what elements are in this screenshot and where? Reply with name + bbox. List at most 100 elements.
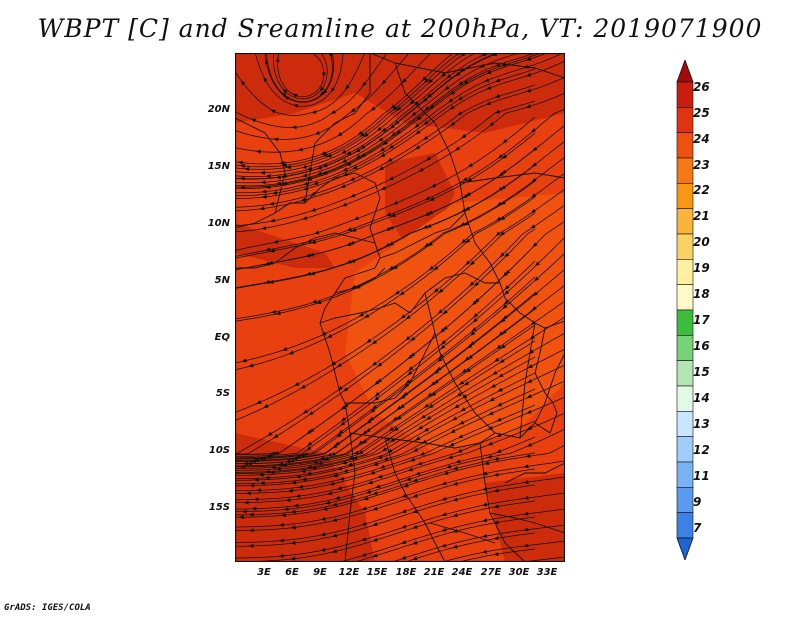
streamline-arrow: [526, 442, 533, 447]
colorbar-segment: [676, 309, 694, 336]
streamline-arrow: [416, 115, 422, 121]
streamline-arrow: [343, 403, 349, 408]
streamline-arrow: [372, 506, 378, 511]
streamline-arrow: [422, 97, 428, 103]
streamline-arrow: [501, 329, 507, 335]
lat-tick-label: 15N: [207, 161, 230, 172]
streamline-arrow: [267, 260, 273, 265]
streamline-arrow: [249, 483, 255, 488]
streamline-arrow: [306, 465, 312, 470]
streamline-arrow: [265, 185, 271, 190]
streamline-arrow: [376, 126, 382, 132]
streamline-arrow: [323, 456, 329, 461]
streamline-arrow: [349, 240, 355, 245]
streamline-arrow: [505, 269, 511, 275]
streamline-arrow: [243, 461, 249, 466]
streamline-arrow: [350, 258, 356, 263]
streamline-arrow: [531, 177, 537, 183]
streamline-arrow: [364, 313, 370, 319]
streamline-arrow: [437, 309, 443, 314]
streamline-arrow: [253, 477, 259, 482]
streamline-arrow: [380, 186, 386, 190]
streamline-arrow: [442, 309, 448, 315]
streamline-arrow: [258, 472, 264, 477]
streamline-arrow: [396, 405, 402, 411]
streamline-arrow: [498, 171, 504, 177]
streamline-arrow: [412, 540, 418, 545]
colorbar-segment: [676, 512, 694, 539]
streamline-arrow: [401, 540, 407, 544]
streamline-arrow: [388, 426, 395, 432]
chart-title: WBPT [C] and Sreamline at 200hPa, VT: 20…: [37, 14, 763, 43]
streamline-arrow: [362, 430, 368, 435]
streamline-arrow: [452, 497, 458, 502]
lat-tick-label: EQ: [214, 332, 230, 343]
streamline-arrow: [500, 344, 506, 349]
streamline-arrow: [429, 104, 435, 109]
streamline-arrow: [400, 555, 407, 560]
streamline-arrow: [312, 460, 318, 465]
streamline: [235, 53, 476, 174]
streamline-arrow: [381, 447, 388, 452]
streamline-arrow: [287, 488, 293, 493]
streamline-arrow: [400, 314, 406, 319]
streamline: [337, 508, 565, 562]
streamline-arrow: [494, 94, 501, 98]
streamline-arrow: [426, 223, 432, 228]
streamline-arrow: [319, 456, 325, 461]
streamline-arrow: [523, 511, 529, 516]
streamline-arrow: [452, 481, 458, 486]
streamline-arrow: [392, 416, 398, 421]
streamline-arrow: [426, 93, 432, 99]
streamline-arrow: [380, 152, 386, 158]
streamline-arrow: [361, 439, 368, 444]
streamline-arrow: [290, 556, 296, 561]
streamline-arrow: [405, 335, 411, 341]
streamline: [235, 500, 536, 562]
streamline-arrow: [500, 185, 507, 190]
streamline-arrow: [377, 362, 383, 367]
streamline-arrow: [409, 457, 416, 462]
streamline-arrow: [377, 474, 383, 479]
streamline-arrow: [292, 93, 298, 98]
streamline-arrow: [275, 311, 281, 316]
streamline-arrow: [469, 281, 475, 287]
streamline-arrow: [403, 382, 410, 388]
streamline-arrow: [342, 167, 348, 172]
streamline: [235, 53, 489, 177]
streamline-arrow: [530, 320, 536, 325]
streamline-arrow: [366, 338, 372, 343]
streamline-arrow: [332, 473, 338, 478]
colorbar-label: 24: [693, 132, 710, 146]
colorbar-segment: [676, 436, 694, 463]
streamline-arrow: [424, 105, 430, 111]
streamline-arrow: [278, 553, 284, 558]
streamline-arrow: [422, 224, 428, 229]
streamline-arrow: [427, 78, 433, 84]
streamline-arrow: [388, 265, 395, 270]
streamline-arrow: [500, 200, 506, 205]
streamline-arrow: [237, 160, 243, 165]
lon-tick-label: 30E: [508, 567, 530, 578]
streamline-arrow: [275, 175, 281, 180]
streamline-arrow: [248, 512, 254, 517]
streamline-arrow: [412, 509, 418, 514]
streamline: [235, 132, 536, 259]
lat-tick-label: 5N: [214, 275, 230, 286]
streamline-arrow: [493, 456, 499, 461]
streamline-arrow: [500, 231, 506, 237]
streamline-arrow: [331, 517, 338, 522]
streamline-arrow: [384, 242, 391, 247]
streamline-arrow: [428, 403, 434, 409]
streamline: [235, 53, 548, 189]
streamline-arrow: [330, 451, 336, 456]
streamline-arrow: [291, 125, 297, 130]
streamline: [235, 316, 565, 469]
streamline: [235, 260, 536, 457]
streamline-arrow: [244, 167, 250, 172]
streamline-arrow: [355, 284, 361, 289]
streamline-arrow: [496, 344, 502, 350]
streamline-arrow: [345, 84, 350, 90]
streamline-arrow: [402, 391, 408, 397]
streamline: [235, 420, 536, 501]
